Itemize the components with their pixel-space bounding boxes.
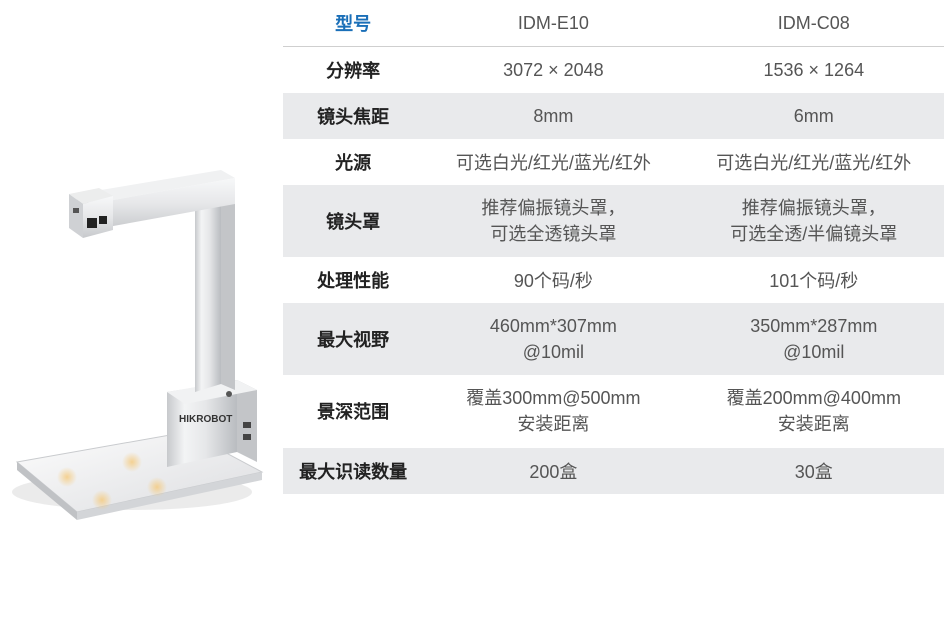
row-value-b: 350mm*287mm@10mil [684, 303, 944, 375]
row-label: 最大识读数量 [283, 448, 423, 494]
row-value-b: 30盒 [684, 448, 944, 494]
row-value-b: 覆盖200mm@400mm安装距离 [684, 375, 944, 447]
row-value-b: 可选白光/红光/蓝光/红外 [684, 139, 944, 185]
page-container: HIKROBOT [0, 0, 944, 624]
row-label: 处理性能 [283, 257, 423, 303]
row-value-a: 3072 × 2048 [423, 47, 683, 94]
row-value-a: 90个码/秒 [423, 257, 683, 303]
table-header-row: 型号 IDM-E10 IDM-C08 [283, 0, 944, 47]
row-value-a: 覆盖300mm@500mm安装距离 [423, 375, 683, 447]
row-value-b: 6mm [684, 93, 944, 139]
product-image-column: HIKROBOT [0, 0, 283, 624]
row-value-a: 8mm [423, 93, 683, 139]
row-label: 镜头罩 [283, 185, 423, 257]
device-base-block: HIKROBOT [167, 380, 257, 467]
table-row: 最大识读数量 200盒 30盒 [283, 448, 944, 494]
table-row: 分辨率 3072 × 2048 1536 × 1264 [283, 47, 944, 94]
row-value-a: 460mm*307mm@10mil [423, 303, 683, 375]
row-value-a: 200盒 [423, 448, 683, 494]
table-row: 最大视野 460mm*307mm@10mil 350mm*287mm@10mil [283, 303, 944, 375]
row-label: 最大视野 [283, 303, 423, 375]
spec-table-column: 型号 IDM-E10 IDM-C08 分辨率 3072 × 2048 1536 … [283, 0, 944, 624]
table-row: 光源 可选白光/红光/蓝光/红外 可选白光/红光/蓝光/红外 [283, 139, 944, 185]
row-label: 分辨率 [283, 47, 423, 94]
row-value-a: 可选白光/红光/蓝光/红外 [423, 139, 683, 185]
spec-table: 型号 IDM-E10 IDM-C08 分辨率 3072 × 2048 1536 … [283, 0, 944, 494]
device-arm-vertical [195, 186, 235, 392]
row-value-b: 101个码/秒 [684, 257, 944, 303]
table-row: 处理性能 90个码/秒 101个码/秒 [283, 257, 944, 303]
header-model-b: IDM-C08 [684, 0, 944, 47]
product-image: HIKROBOT [7, 122, 277, 542]
row-value-b: 1536 × 1264 [684, 47, 944, 94]
row-label: 景深范围 [283, 375, 423, 447]
device-camera-head [69, 188, 113, 238]
row-value-b: 推荐偏振镜头罩，可选全透/半偏镜头罩 [684, 185, 944, 257]
table-row: 镜头焦距 8mm 6mm [283, 93, 944, 139]
brand-label: HIKROBOT [179, 414, 232, 425]
header-model-a: IDM-E10 [423, 0, 683, 47]
table-row: 镜头罩 推荐偏振镜头罩，可选全透镜头罩 推荐偏振镜头罩，可选全透/半偏镜头罩 [283, 185, 944, 257]
table-row: 景深范围 覆盖300mm@500mm安装距离 覆盖200mm@400mm安装距离 [283, 375, 944, 447]
row-label: 镜头焦距 [283, 93, 423, 139]
row-label: 光源 [283, 139, 423, 185]
header-label: 型号 [283, 0, 423, 47]
row-value-a: 推荐偏振镜头罩，可选全透镜头罩 [423, 185, 683, 257]
